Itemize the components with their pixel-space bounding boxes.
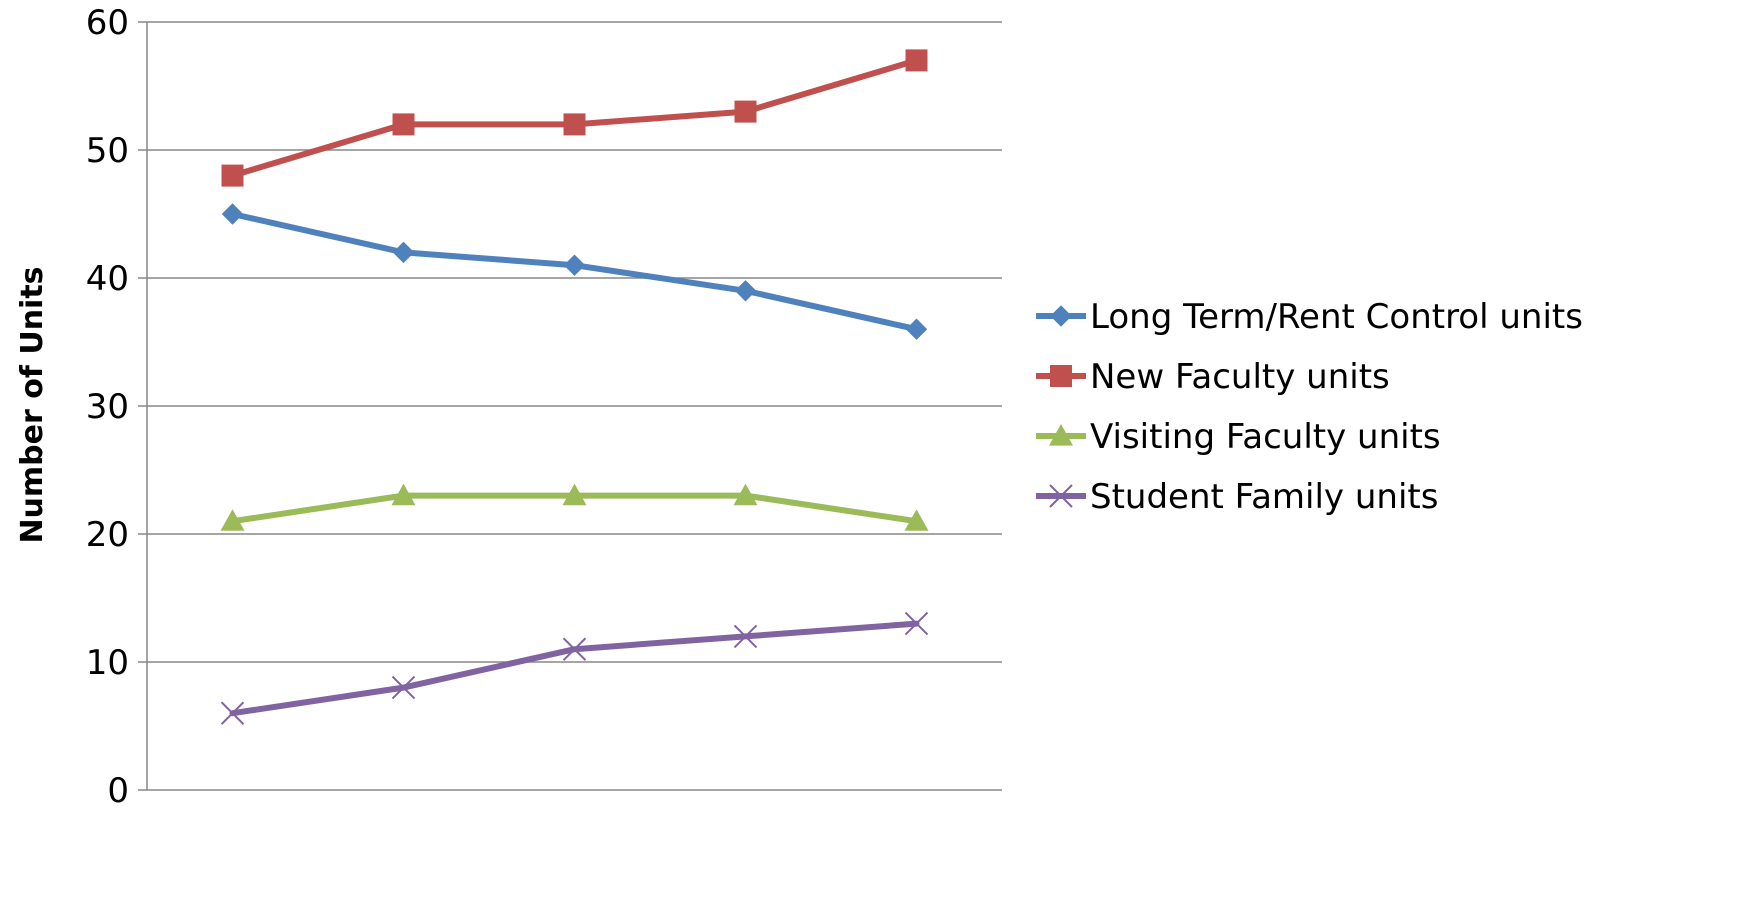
legend-marker (1050, 305, 1072, 327)
y-tick-label: 60 (86, 3, 129, 43)
y-axis-title: Number of Units (15, 266, 50, 543)
data-point (904, 509, 929, 531)
series-1 (221, 49, 928, 187)
series-0 (221, 203, 928, 340)
legend-entry: Long Term/Rent Control units (1036, 297, 1583, 337)
y-tick-label: 20 (86, 515, 129, 555)
series-line (229, 620, 920, 717)
legend-marker (1049, 424, 1073, 446)
legend-marker (1049, 484, 1073, 508)
legend-label: Visiting Faculty units (1090, 417, 1441, 457)
data-point (733, 483, 758, 506)
data-point (733, 624, 758, 649)
data-point (563, 254, 586, 276)
data-point (392, 241, 415, 264)
series-2 (220, 483, 929, 531)
data-point (562, 637, 587, 661)
data-point (391, 483, 416, 506)
legend-label: Long Term/Rent Control units (1090, 297, 1583, 337)
series-lines (220, 49, 929, 725)
legend-entry: Visiting Faculty units (1036, 417, 1441, 457)
y-tick-label: 40 (86, 259, 129, 299)
data-point (734, 280, 757, 302)
gridlines (147, 21, 1002, 663)
data-point (563, 113, 586, 136)
data-point (391, 675, 416, 700)
y-tick-labels: 0 10 20 30 40 50 60 (86, 3, 129, 811)
axes (138, 21, 1002, 791)
y-tick-label: 30 (86, 387, 129, 427)
data-point (734, 100, 757, 123)
data-point (221, 203, 244, 225)
legend-entry: Student Family units (1036, 477, 1438, 517)
legend-entry: New Faculty units (1036, 357, 1390, 397)
y-tick-label: 50 (86, 131, 129, 171)
legend: Long Term/Rent Control units New Faculty … (1036, 297, 1583, 517)
data-point (392, 113, 415, 136)
legend-marker (1050, 365, 1072, 387)
data-point (562, 483, 587, 506)
data-point (905, 318, 928, 340)
y-tick-label: 10 (86, 643, 129, 683)
data-point (905, 49, 928, 72)
legend-label: New Faculty units (1090, 357, 1390, 397)
y-tick-label: 0 (107, 771, 129, 811)
data-point (221, 164, 244, 187)
data-point (220, 509, 245, 531)
data-point (904, 611, 929, 636)
series-3 (220, 611, 929, 725)
legend-label: Student Family units (1090, 477, 1438, 517)
data-point (220, 701, 245, 725)
